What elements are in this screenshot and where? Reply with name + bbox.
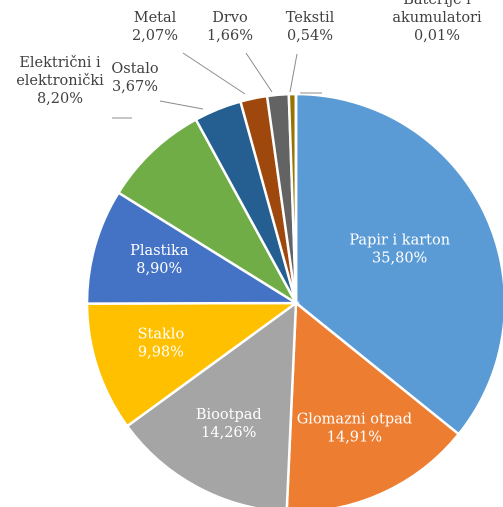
pie-label-name: Tekstil (286, 10, 335, 26)
pie-label-name: Drvo (212, 10, 247, 26)
pie-label-value: 8,20% (37, 91, 83, 107)
pie-slice-papir-i-karton (294, 92, 503, 436)
pie-label-value: 9,98% (138, 344, 184, 360)
pie-label-biootpad: Biootpad 14,26% (196, 407, 262, 441)
pie-label-tekstil: Tekstil 0,54% (286, 10, 335, 44)
pie-label-value: 14,91% (327, 430, 382, 446)
pie-slice-plastika (85, 190, 301, 305)
leader-line-drvo (245, 52, 273, 93)
pie-label-name: Papir i karton (349, 232, 450, 248)
pie-label-value: 1,66% (207, 28, 253, 44)
pie-label-metal: Metal 2,07% (132, 10, 178, 44)
pie-label-ostalo: Ostalo 3,67% (111, 61, 158, 95)
pie-label-name: Električni i (19, 55, 101, 71)
pie-label-elektri-ni-i-elektroni-ki: Električni i elektronički 8,20% (16, 55, 104, 107)
pie-label-staklo: Staklo 9,98% (138, 326, 185, 360)
pie-slices (85, 92, 503, 507)
leader-line-ostalo (159, 100, 204, 110)
pie-label-value: 14,26% (201, 425, 256, 441)
pie-label-papir-i-karton: Papir i karton 35,80% (349, 232, 450, 266)
leader-line-tekstil (289, 53, 298, 93)
pie-slice-staklo (85, 301, 300, 428)
pie-label-value: 0,01% (414, 28, 460, 44)
pie-label-glomazni-otpad: Glomazni otpad 14,91% (297, 412, 412, 446)
pie-label-name: Staklo (138, 326, 185, 342)
pie-label-drvo: Drvo 1,66% (207, 10, 253, 44)
leader-line-metal (182, 52, 246, 95)
pie-label-name: Metal (134, 10, 177, 26)
pie-label-baterije-i-akumulatori: Baterije i akumulatori 0,01% (392, 0, 482, 44)
pie-label-name: elektronički (16, 73, 104, 89)
pie-label-name: Plastika (130, 243, 189, 259)
pie-label-value: 3,67% (112, 79, 158, 95)
pie-label-name: Ostalo (111, 61, 158, 77)
pie-label-name: Baterije i (403, 0, 471, 8)
pie-label-name: Glomazni otpad (297, 412, 412, 428)
pie-label-name: Biootpad (196, 407, 262, 423)
pie-slice-glomazni-otpad (285, 300, 461, 507)
pie-label-value: 2,07% (132, 28, 178, 44)
pie-label-plastika: Plastika 8,90% (130, 243, 189, 277)
pie-label-value: 8,90% (136, 261, 182, 277)
pie-slice-biootpad (125, 300, 298, 507)
pie-label-value: 0,54% (287, 28, 333, 44)
pie-labels: Papir i karton 35,80% Glomazni otpad 14,91%… (16, 0, 482, 446)
pie-label-value: 35,80% (372, 250, 427, 266)
pie-label-name: akumulatori (392, 10, 482, 26)
pie-slice-elektri-ni-i-elektroni-ki (116, 117, 300, 307)
